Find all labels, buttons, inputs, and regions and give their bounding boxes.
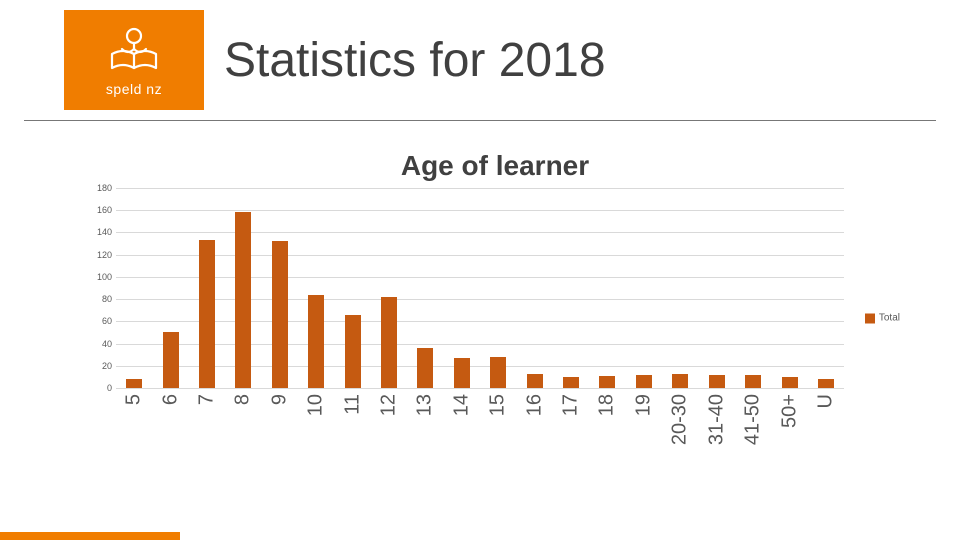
bar	[527, 374, 543, 388]
y-tick-label: 20	[88, 361, 112, 371]
chart-title: Age of learner	[90, 150, 900, 182]
x-tick-label: 14	[450, 388, 473, 416]
x-tick-label: 16	[523, 388, 546, 416]
bar-slot: 31-40	[699, 188, 735, 388]
bar-slot: 16	[516, 188, 552, 388]
page-title: Statistics for 2018	[224, 33, 606, 88]
bar-slot: 19	[626, 188, 662, 388]
bar-slot: 9	[262, 188, 298, 388]
bar-slot: 12	[371, 188, 407, 388]
x-tick-label: 12	[378, 388, 401, 416]
bar	[745, 375, 761, 388]
y-tick-label: 120	[88, 250, 112, 260]
y-tick-label: 40	[88, 339, 112, 349]
bar	[272, 241, 288, 388]
bar	[599, 376, 615, 388]
x-tick-label: 5	[123, 388, 146, 405]
bar-slot: 14	[444, 188, 480, 388]
reader-icon	[104, 24, 164, 79]
x-tick-label: 8	[232, 388, 255, 405]
slide-header: speld nz Statistics for 2018	[0, 0, 960, 120]
x-tick-label: 18	[596, 388, 619, 416]
x-tick-label: U	[814, 388, 837, 408]
x-tick-label: 7	[196, 388, 219, 405]
bar-slot: 13	[407, 188, 443, 388]
bar-slot: 7	[189, 188, 225, 388]
x-tick-label: 50+	[778, 388, 801, 428]
bar-slot: 6	[152, 188, 188, 388]
x-tick-label: 20-30	[669, 388, 692, 445]
bar	[672, 374, 688, 388]
x-tick-label: 9	[268, 388, 291, 405]
bar-slot: U	[808, 188, 844, 388]
x-tick-label: 11	[341, 388, 364, 415]
chart-body: 020406080100120140160180 567891011121314…	[90, 188, 900, 448]
x-tick-label: 41-50	[742, 388, 765, 445]
bar	[709, 375, 725, 388]
bar-slot: 15	[480, 188, 516, 388]
bar-slot: 41-50	[735, 188, 771, 388]
bar	[490, 357, 506, 388]
bar	[454, 358, 470, 388]
bar	[345, 315, 361, 388]
bar	[782, 377, 798, 388]
title-rule	[24, 120, 936, 121]
bar	[163, 332, 179, 388]
bar	[381, 297, 397, 388]
x-tick-label: 31-40	[705, 388, 728, 445]
x-tick-label: 10	[305, 388, 328, 416]
bar	[199, 240, 215, 388]
accent-bar	[0, 532, 180, 540]
bar	[308, 295, 324, 388]
chart-plot: 020406080100120140160180 567891011121314…	[116, 188, 844, 388]
bar	[563, 377, 579, 388]
bar	[818, 379, 834, 388]
bar-slot: 8	[225, 188, 261, 388]
chart-bars: 567891011121314151617181920-3031-4041-50…	[116, 188, 844, 388]
bar	[126, 379, 142, 388]
y-tick-label: 160	[88, 205, 112, 215]
bar	[417, 348, 433, 388]
brand-logo: speld nz	[64, 10, 204, 110]
y-tick-label: 100	[88, 272, 112, 282]
bar	[636, 375, 652, 388]
bar-slot: 20-30	[662, 188, 698, 388]
x-tick-label: 15	[487, 388, 510, 416]
bar-slot: 11	[334, 188, 370, 388]
age-chart: Age of learner 020406080100120140160180 …	[90, 150, 900, 495]
gridline	[116, 388, 844, 389]
bar-slot: 5	[116, 188, 152, 388]
y-tick-label: 0	[88, 383, 112, 393]
y-tick-label: 60	[88, 316, 112, 326]
bar-slot: 10	[298, 188, 334, 388]
x-tick-label: 6	[159, 388, 182, 405]
x-tick-label: 13	[414, 388, 437, 416]
bar-slot: 17	[553, 188, 589, 388]
bar-slot: 50+	[771, 188, 807, 388]
y-tick-label: 80	[88, 294, 112, 304]
x-tick-label: 17	[560, 388, 583, 416]
x-tick-label: 19	[632, 388, 655, 416]
y-tick-label: 180	[88, 183, 112, 193]
y-tick-label: 140	[88, 227, 112, 237]
legend-swatch	[865, 313, 875, 323]
legend-label: Total	[879, 313, 900, 324]
bar	[235, 212, 251, 388]
chart-legend: Total	[865, 313, 900, 324]
brand-text: speld nz	[106, 81, 162, 97]
bar-slot: 18	[589, 188, 625, 388]
